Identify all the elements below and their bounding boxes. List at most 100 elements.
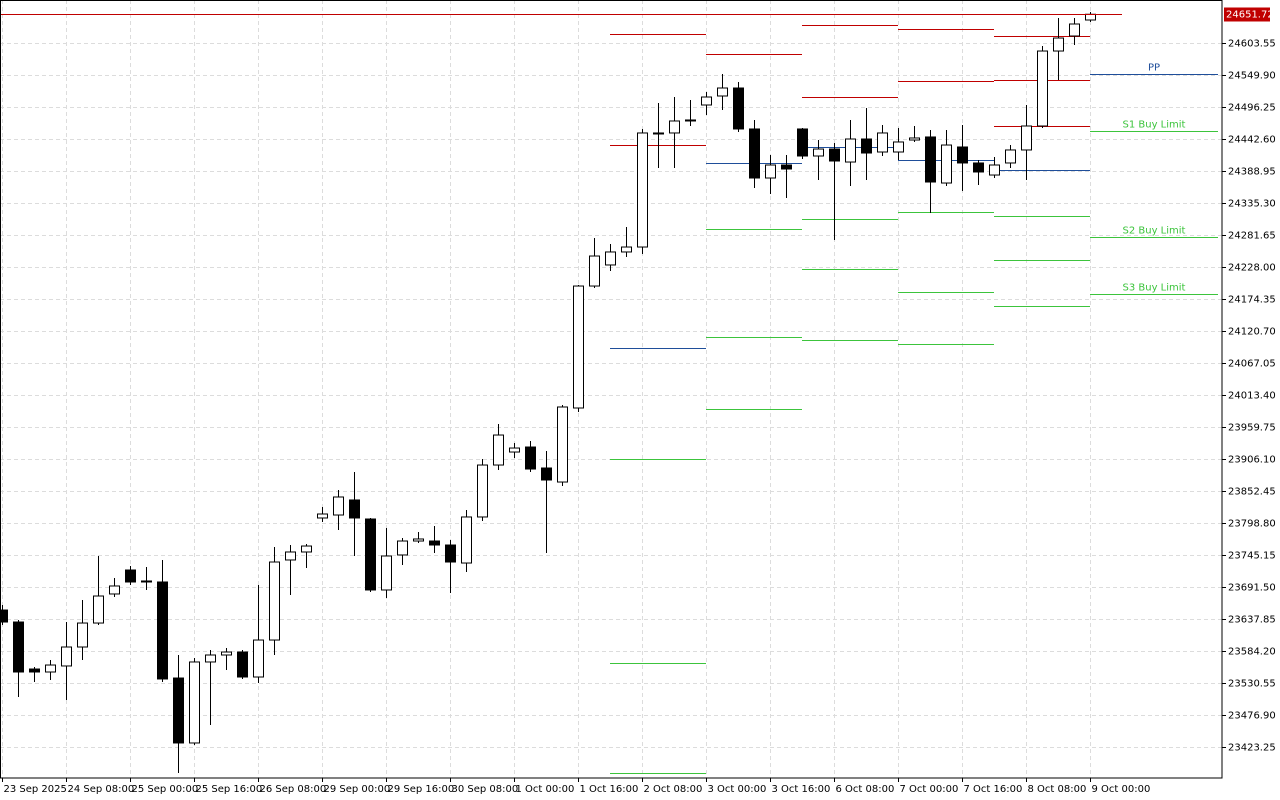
candle-body: [221, 651, 232, 656]
y-tick-label: 24335.30: [1228, 199, 1276, 210]
candle-body: [1005, 149, 1016, 164]
x-tick-label: 1 Oct 00:00: [516, 784, 575, 795]
y-tick-label: 23959.75: [1228, 423, 1276, 434]
y-tick-label: 23423.25: [1228, 743, 1276, 754]
y-tick-label: 24228.00: [1228, 263, 1276, 274]
candle-body: [877, 132, 888, 153]
x-tick-label: 23 Sep 2025: [4, 784, 67, 795]
candle-body: [189, 661, 200, 744]
candle-body: [269, 561, 280, 641]
candle-body: [765, 164, 776, 179]
candle-body: [365, 518, 376, 591]
x-tick-label: 30 Sep 08:00: [452, 784, 519, 795]
candle-body: [125, 569, 136, 583]
candle-body: [1053, 37, 1064, 52]
candle-body: [349, 499, 360, 519]
candle-body: [29, 668, 40, 673]
candle-body: [557, 406, 568, 483]
candle-body: [957, 146, 968, 164]
candle-body: [669, 120, 680, 134]
candle-body: [941, 144, 952, 184]
y-tick-label: 23476.90: [1228, 711, 1276, 722]
candle-body: [61, 646, 72, 667]
x-tick-label: 8 Oct 08:00: [1028, 784, 1087, 795]
candle-body: [429, 540, 440, 546]
y-tick-label: 24174.35: [1228, 295, 1276, 306]
candle-body: [413, 538, 424, 542]
candle-body: [141, 580, 152, 583]
candle-body: [893, 141, 904, 153]
candle-body: [93, 595, 104, 624]
candle-body: [1085, 13, 1096, 21]
candle-body: [845, 138, 856, 163]
y-tick-label: 23852.45: [1228, 487, 1276, 498]
y-tick-label: 24442.60: [1228, 135, 1276, 146]
x-tick-label: 3 Oct 00:00: [708, 784, 767, 795]
candle-body: [509, 447, 520, 453]
y-tick-label: 24067.05: [1228, 359, 1276, 370]
x-tick-label: 2 Oct 08:00: [644, 784, 703, 795]
candle-body: [0, 609, 8, 623]
support-label: S2 Buy Limit: [1123, 226, 1186, 237]
candle-body: [13, 621, 24, 673]
candle-body: [589, 255, 600, 287]
y-tick-label: 24603.55: [1228, 39, 1276, 50]
y-tick-label: 23584.20: [1228, 647, 1276, 658]
candle-body: [717, 87, 728, 97]
candle-body: [541, 467, 552, 481]
candle-body: [797, 128, 808, 157]
x-tick-label: 29 Sep 16:00: [388, 784, 455, 795]
support-label: S1 Buy Limit: [1123, 120, 1186, 131]
candle-body: [173, 677, 184, 744]
y-tick-label: 23906.10: [1228, 455, 1276, 466]
candle-body: [925, 136, 936, 183]
x-tick-label: 3 Oct 16:00: [772, 784, 831, 795]
pivot-label: PP: [1148, 63, 1160, 74]
candle-body: [237, 651, 248, 678]
candle-body: [861, 138, 872, 154]
candle-body: [749, 128, 760, 179]
candle-body: [493, 434, 504, 466]
candle-body: [253, 639, 264, 678]
y-tick-label: 23530.55: [1228, 679, 1276, 690]
y-tick-label: 23745.15: [1228, 551, 1276, 562]
x-tick-label: 9 Oct 00:00: [1092, 784, 1151, 795]
candle-body: [381, 555, 392, 591]
y-tick-label: 24549.90: [1228, 71, 1276, 82]
candle-body: [525, 446, 536, 470]
candle-body: [109, 585, 120, 595]
candle-body: [573, 285, 584, 409]
candle-body: [685, 119, 696, 122]
x-tick-label: 6 Oct 08:00: [836, 784, 895, 795]
support-label: S3 Buy Limit: [1123, 283, 1186, 294]
candle-body: [157, 581, 168, 680]
current-price-label: 24651.72: [1226, 10, 1274, 21]
x-tick-label: 7 Oct 00:00: [900, 784, 959, 795]
candle-body: [461, 516, 472, 564]
x-tick-label: 25 Sep 00:00: [132, 784, 199, 795]
y-tick-label: 24281.65: [1228, 231, 1276, 242]
candle-body: [1037, 50, 1048, 127]
y-tick-label: 24496.25: [1228, 103, 1276, 114]
candle-body: [1021, 125, 1032, 151]
candle-body: [1069, 23, 1080, 37]
y-tick-label: 24388.95: [1228, 167, 1276, 178]
y-tick-label: 24120.70: [1228, 327, 1276, 338]
candle-body: [909, 137, 920, 141]
x-tick-label: 29 Sep 00:00: [324, 784, 391, 795]
candle-body: [317, 513, 328, 519]
plot-border: [0, 0, 1223, 779]
candle-body: [285, 551, 296, 561]
y-tick-label: 24013.40: [1228, 391, 1276, 402]
candle-body: [301, 545, 312, 553]
candle-body: [77, 622, 88, 648]
y-tick-label: 23637.85: [1228, 615, 1276, 626]
candle-body: [477, 464, 488, 518]
current-price-box: [1224, 7, 1270, 22]
candle-body: [45, 664, 56, 673]
candle-body: [973, 162, 984, 173]
candle-body: [989, 164, 1000, 176]
plot-area: [0, 12, 1218, 774]
